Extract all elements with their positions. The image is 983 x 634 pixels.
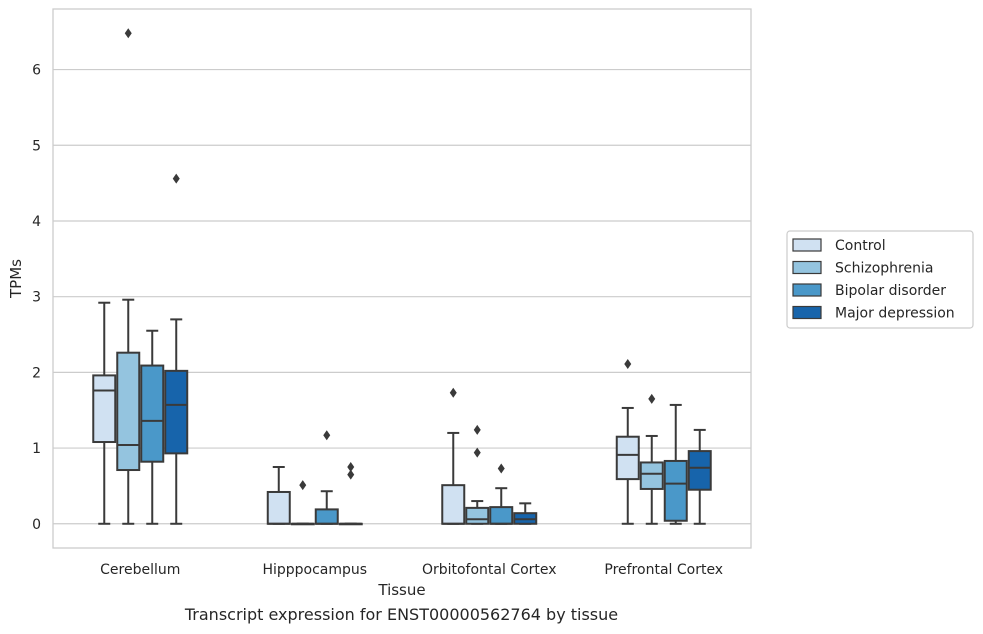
box-body — [314, 508, 339, 525]
legend-label: Bipolar disorder — [835, 283, 946, 299]
box — [266, 465, 291, 525]
legend-label: Control — [835, 238, 886, 254]
box — [116, 28, 141, 525]
box-body — [92, 374, 117, 444]
outlier-point — [347, 469, 355, 480]
box-body — [441, 484, 466, 525]
legend-label: Major depression — [835, 306, 955, 322]
y-tick-label: 1 — [32, 441, 41, 457]
legend-frame — [786, 230, 974, 329]
outlier-point — [124, 28, 132, 39]
x-tick-labels: Cerebellum Hipppocampus Orbitofontal Corte… — [100, 562, 723, 578]
x-tick-label: Hipppocampus — [262, 562, 367, 578]
box — [639, 393, 664, 525]
box-body — [140, 364, 165, 463]
y-tick-labels: 0 1 2 3 4 5 6 — [32, 63, 41, 533]
outlier-point — [323, 430, 331, 441]
box-body — [615, 435, 640, 481]
y-tick-label: 2 — [32, 365, 41, 381]
outlier-point — [449, 387, 457, 398]
box — [92, 301, 117, 525]
box — [314, 430, 339, 525]
box-body — [465, 506, 490, 525]
y-tick-label: 5 — [32, 138, 41, 154]
x-tick-label: Cerebellum — [100, 562, 180, 578]
box — [338, 461, 363, 526]
box-body — [489, 506, 514, 525]
box-body — [116, 351, 141, 472]
outlier-point — [299, 480, 307, 491]
outlier-point — [497, 463, 505, 474]
box — [615, 359, 640, 525]
y-tick-label: 0 — [32, 517, 41, 533]
legend-swatch — [792, 305, 822, 320]
box — [465, 424, 490, 525]
box — [663, 403, 688, 525]
legend-swatch — [792, 238, 822, 252]
x-tick-label: Prefrontal Cortex — [604, 562, 723, 578]
legend-label: Schizophrenia — [835, 261, 933, 277]
outlier-point — [473, 424, 481, 435]
box — [290, 480, 315, 526]
y-tick-label: 3 — [32, 290, 41, 306]
box-body — [639, 461, 664, 490]
y-tick-label: 6 — [32, 63, 41, 79]
outlier-point — [473, 447, 481, 458]
legend: Control Schizophrenia Bipolar disorder Majo… — [786, 230, 974, 329]
box-body — [266, 490, 291, 525]
outlier-point — [624, 359, 632, 370]
y-tick-label: 4 — [32, 214, 41, 230]
outlier-point — [347, 461, 355, 472]
box — [687, 428, 712, 525]
legend-swatch — [792, 260, 822, 275]
box-body — [164, 369, 189, 455]
box-series — [92, 28, 712, 526]
y-axis-label: TPMs — [7, 259, 25, 299]
box — [513, 502, 538, 525]
x-tick-label: Orbitofontal Cortex — [422, 562, 557, 578]
box — [164, 173, 189, 525]
legend-swatch — [792, 283, 822, 297]
box — [140, 329, 165, 525]
box-body — [687, 450, 712, 491]
plot-frame — [52, 8, 752, 549]
chart-caption: Transcript expression for ENST0000056276… — [184, 605, 619, 624]
box-body — [663, 459, 688, 522]
x-axis-label: Tissue — [377, 581, 425, 599]
outlier-point — [648, 393, 656, 404]
outlier-point — [172, 173, 180, 184]
box — [489, 463, 514, 525]
box — [441, 387, 466, 525]
